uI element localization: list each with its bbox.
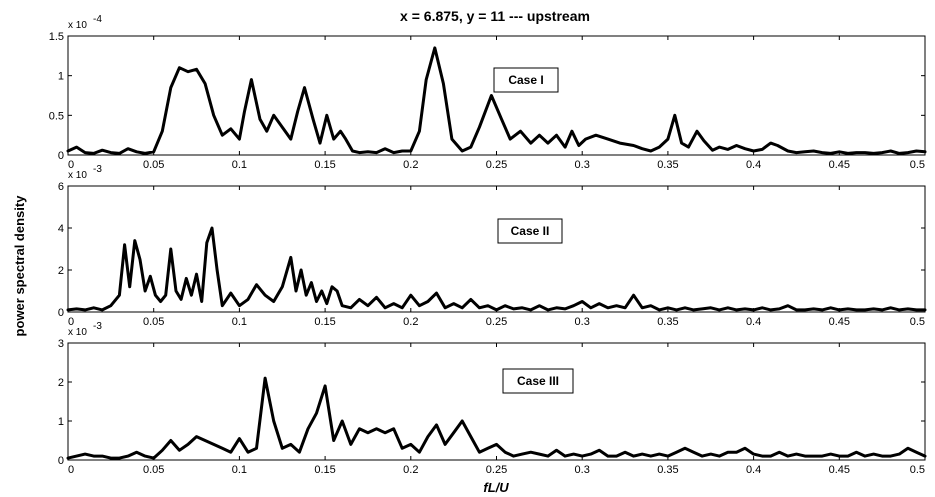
x-tick-label: 0.3 bbox=[575, 464, 590, 476]
x-tick-label: 0.35 bbox=[657, 316, 678, 328]
x-tick-label: 0.3 bbox=[575, 159, 590, 171]
x-tick-label: 0.5 bbox=[910, 159, 925, 171]
panels: 0 0.05 0.1 0.15 0.2 0.25 0.3 0.35 0.4 0.45 0.5 0 0.5… bbox=[49, 14, 927, 476]
x-tick-label: 0.5 bbox=[910, 316, 925, 328]
panel-1: 0 0.05 0.1 0.15 0.2 0.25 0.3 0.35 0.4 0.45 0.5 0 0.5… bbox=[49, 14, 927, 171]
x-tick-label: 0.05 bbox=[143, 316, 164, 328]
case-label: Case II bbox=[511, 224, 550, 238]
x-tick-label: 0 bbox=[68, 316, 74, 328]
case-label-box bbox=[493, 67, 559, 93]
y-exponent-label: x 10 bbox=[68, 20, 87, 31]
plot-frame bbox=[67, 185, 926, 313]
figure-title: x = 6.875, y = 11 --- upstream bbox=[400, 8, 590, 24]
x-tick-label: 0.1 bbox=[232, 159, 247, 171]
y-tick-label: 1 bbox=[58, 71, 64, 83]
case-label: Case III bbox=[517, 374, 559, 388]
case-label-box bbox=[502, 368, 574, 394]
y-exponent-label: x 10 bbox=[68, 170, 87, 181]
x-tick-label: 0.25 bbox=[486, 464, 507, 476]
y-tick-label: 0 bbox=[58, 307, 64, 319]
x-tick-label: 0.15 bbox=[314, 316, 335, 328]
x-tick-label: 0.25 bbox=[486, 159, 507, 171]
y-tick-label: 6 bbox=[58, 181, 64, 193]
y-tick-label: 0.5 bbox=[49, 110, 64, 122]
x-tick-label: 0.4 bbox=[746, 464, 761, 476]
x-tick-label: 0.4 bbox=[746, 316, 761, 328]
y-tick-label: 4 bbox=[58, 223, 64, 235]
y-tick-label: 1.5 bbox=[49, 31, 64, 43]
y-exponent-power: -3 bbox=[93, 321, 102, 332]
y-exponent-power: -3 bbox=[93, 164, 102, 175]
y-tick-label: 0 bbox=[58, 455, 64, 467]
x-axis-label: fL/U bbox=[483, 480, 509, 495]
x-tick-label: 0.05 bbox=[143, 464, 164, 476]
x-tick-label: 0 bbox=[68, 464, 74, 476]
y-tick-label: 1 bbox=[58, 416, 64, 428]
psd-series-line bbox=[66, 46, 927, 155]
y-exponent-power: -4 bbox=[93, 14, 102, 25]
x-tick-label: 0.3 bbox=[575, 316, 590, 328]
plot-frame bbox=[67, 342, 926, 461]
y-exponent-label: x 10 bbox=[68, 327, 87, 338]
y-axis-label: power spectral density bbox=[12, 195, 27, 337]
x-tick-label: 0.4 bbox=[746, 159, 761, 171]
x-tick-label: 0.2 bbox=[403, 464, 418, 476]
x-tick-label: 0.35 bbox=[657, 464, 678, 476]
x-tick-label: 0.05 bbox=[143, 159, 164, 171]
panel-2: 0 0.05 0.1 0.15 0.2 0.25 0.3 0.35 0.4 0.45 0.5 0 2 4 6… bbox=[58, 164, 927, 328]
x-tick-label: 0.45 bbox=[829, 464, 850, 476]
psd-series-line bbox=[66, 376, 927, 460]
plot-frame bbox=[67, 35, 926, 156]
x-tick-label: 0.2 bbox=[403, 316, 418, 328]
psd-series-line bbox=[66, 226, 927, 312]
y-tick-label: 2 bbox=[58, 265, 64, 277]
y-tick-label: 3 bbox=[58, 338, 64, 350]
y-tick-label: 0 bbox=[58, 150, 64, 162]
x-tick-label: 0.2 bbox=[403, 159, 418, 171]
panel-3: 0 0.05 0.1 0.15 0.2 0.25 0.3 0.35 0.4 0.45 0.5 0 1 2 3… bbox=[58, 321, 927, 476]
x-tick-label: 0 bbox=[68, 159, 74, 171]
x-tick-label: 0.5 bbox=[910, 464, 925, 476]
x-tick-label: 0.15 bbox=[314, 464, 335, 476]
x-tick-label: 0.45 bbox=[829, 159, 850, 171]
y-tick-label: 2 bbox=[58, 377, 64, 389]
case-label: Case I bbox=[508, 73, 543, 87]
case-label-box bbox=[497, 218, 563, 244]
x-tick-label: 0.15 bbox=[314, 159, 335, 171]
x-tick-label: 0.45 bbox=[829, 316, 850, 328]
x-tick-label: 0.35 bbox=[657, 159, 678, 171]
x-tick-label: 0.25 bbox=[486, 316, 507, 328]
x-tick-label: 0.1 bbox=[232, 316, 247, 328]
x-tick-label: 0.1 bbox=[232, 464, 247, 476]
